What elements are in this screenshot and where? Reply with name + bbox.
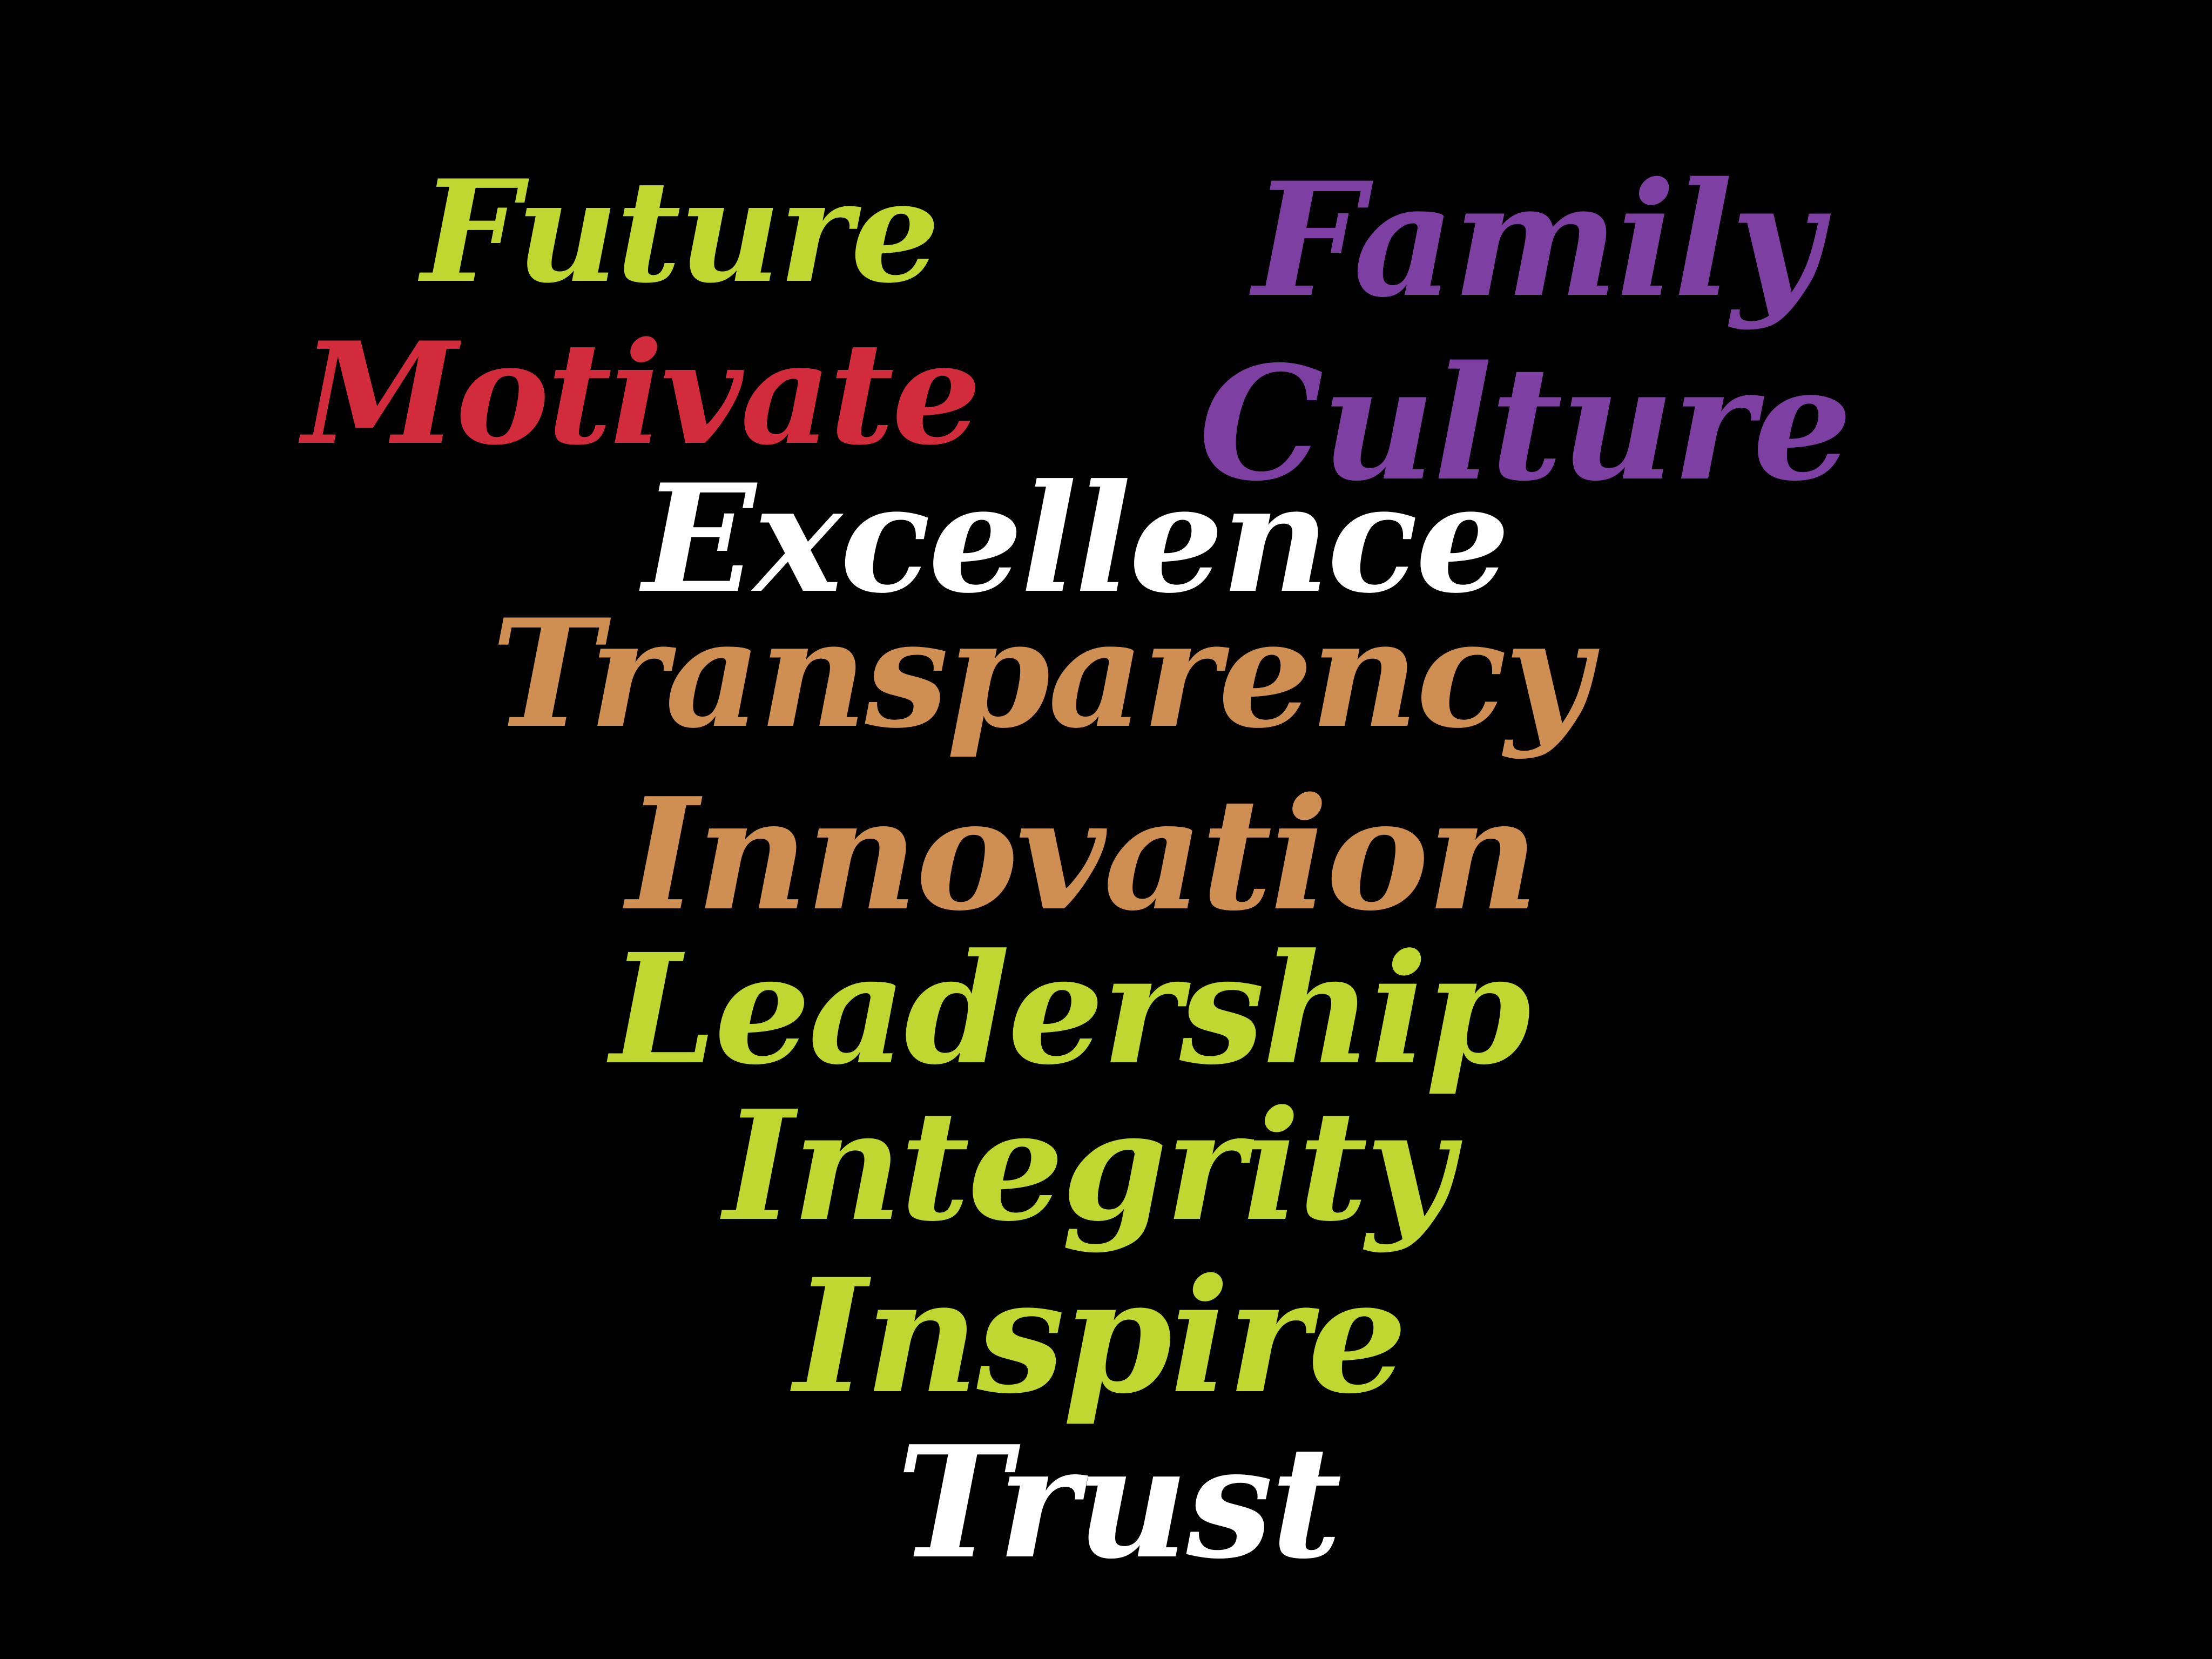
word-inspire: Inspire [794, 1245, 1407, 1428]
word-trust: Trust [896, 1412, 1342, 1593]
word-family: Family [1253, 149, 1822, 332]
word-innovation: Innovation [626, 764, 1539, 945]
word-integrity: Integrity [724, 1077, 1454, 1255]
word-future: Future [421, 150, 940, 314]
word-leadership: Leadership [610, 921, 1531, 1098]
word-motivate: Motivate [302, 312, 981, 476]
word-culture: Culture [1199, 332, 1852, 516]
word-excellence: Excellence [643, 451, 1510, 626]
word-transparency: Transparency [491, 586, 1591, 761]
